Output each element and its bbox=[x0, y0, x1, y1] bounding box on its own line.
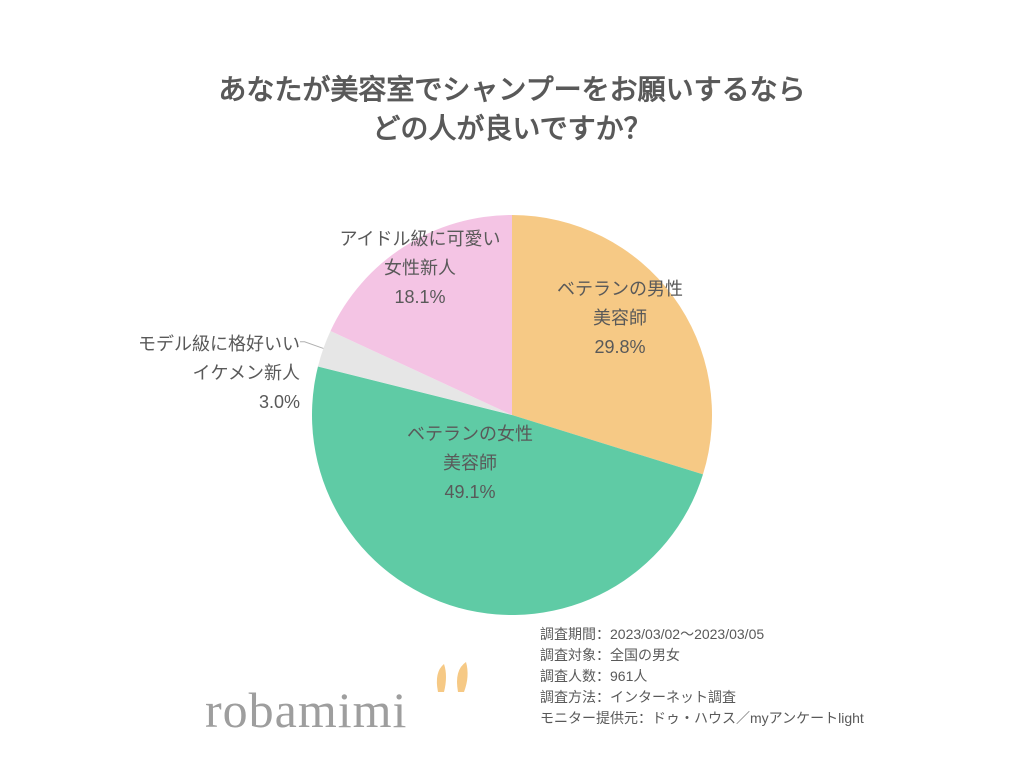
logo-ears-icon bbox=[430, 662, 474, 696]
footer-line-3: 調査方法：インターネット調査 bbox=[540, 687, 864, 708]
chart-container: あなたが美容室でシャンプーをお願いするなら どの人が良いですか？ ベテランの男性… bbox=[0, 0, 1024, 769]
survey-metadata: 調査期間：2023/03/02～2023/03/05 調査対象：全国の男女 調査… bbox=[540, 624, 864, 729]
footer-line-2: 調査人数：961人 bbox=[540, 666, 864, 687]
footer-line-0: 調査期間：2023/03/02～2023/03/05 bbox=[540, 624, 864, 645]
leader-line-2 bbox=[0, 0, 1024, 769]
logo-text: robamimi bbox=[205, 681, 407, 739]
footer-line-4: モニター提供元：ドゥ・ハウス／myアンケートlight bbox=[540, 708, 864, 729]
footer-line-1: 調査対象：全国の男女 bbox=[540, 645, 864, 666]
